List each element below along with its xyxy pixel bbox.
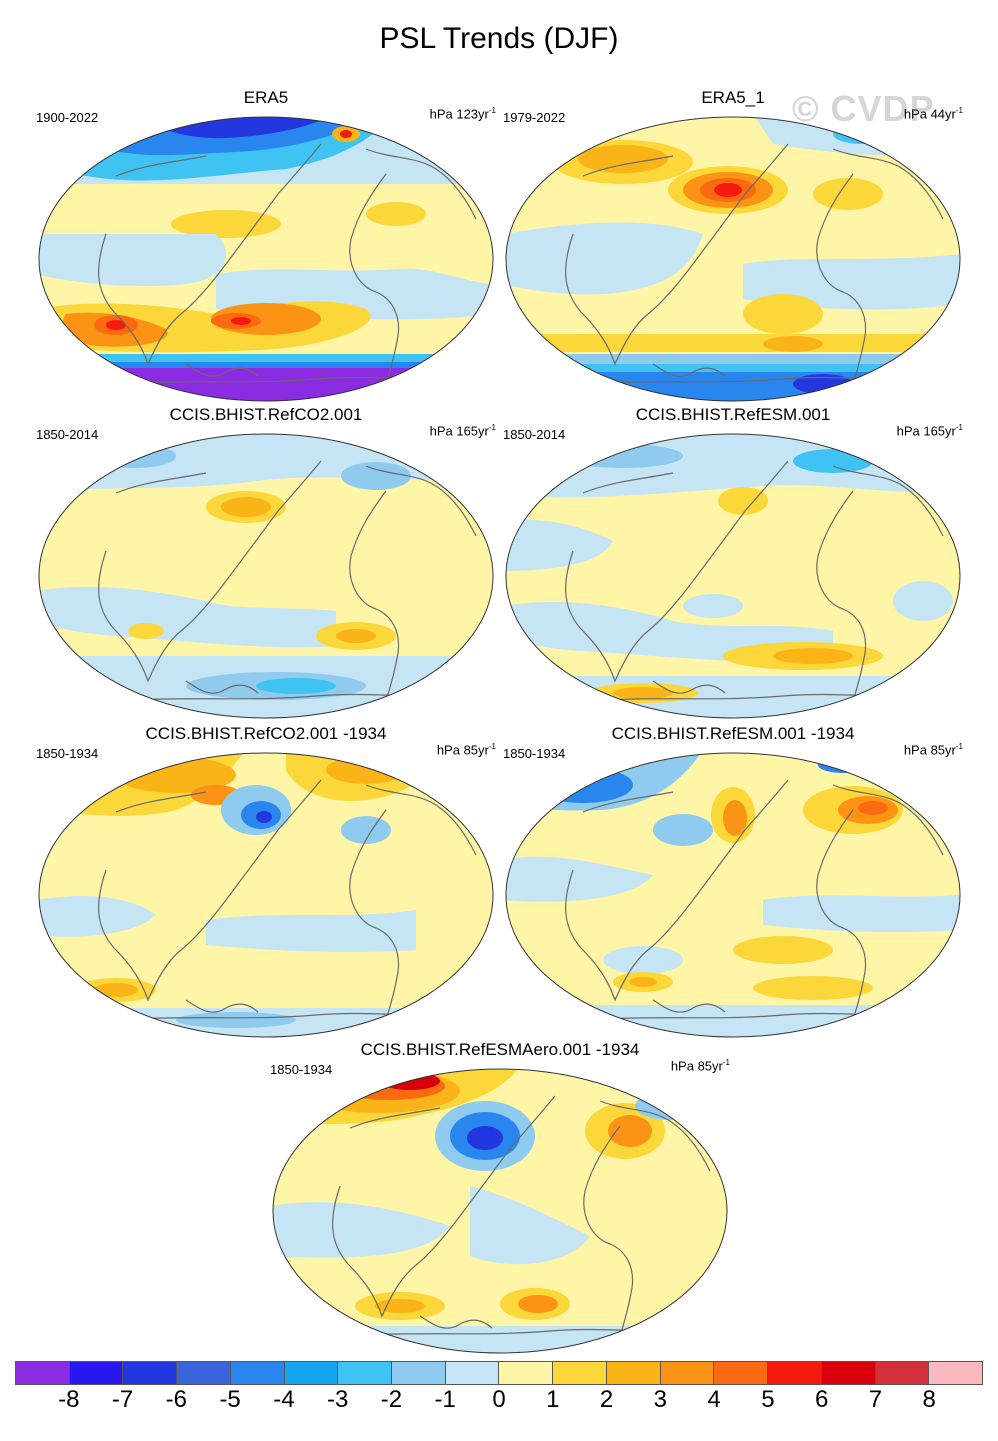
colorbar-tick-label: -4 [273,1386,295,1413]
map-panel-era5: ERA5 1900-2022 hPa 123yr-1 [36,88,496,406]
colorbar-swatch [606,1362,661,1384]
trend-map [505,752,961,1038]
colorbar-tick-label: 0 [492,1386,506,1413]
colorbar-swatch [660,1362,715,1384]
colorbar-tick-label: 4 [707,1386,721,1413]
colorbar-swatch [445,1362,500,1384]
colorbar-swatch [69,1362,124,1384]
colorbar-tick-label: -6 [165,1386,187,1413]
panel-title: CCIS.BHIST.RefESMAero.001 -1934 [360,1040,640,1059]
period-label: 1850-2014 [503,427,566,442]
panel-title: CCIS.BHIST.RefCO2.001 [169,405,363,424]
colorbar-swatch [392,1362,446,1384]
colorbar-swatch [177,1362,231,1384]
colorbar-tick-label: 1 [546,1386,560,1413]
panel-title: ERA5 [243,88,289,107]
colorbar-tick-label: 6 [814,1386,829,1413]
colorbar-tick-label: -3 [326,1386,349,1413]
colorbar-tick-label: -2 [380,1386,403,1413]
colorbar-swatch [16,1362,70,1384]
units-label: hPa 165yr-1 [896,423,963,439]
colorbar-swatch [929,1362,982,1384]
colorbar-swatch [821,1362,876,1384]
colorbar-swatch [230,1362,285,1384]
colorbar-swatch [338,1362,393,1384]
map-panel-refco2-1934: CCIS.BHIST.RefCO2.001 -1934 1850-1934 hP… [36,724,496,1042]
units-label: hPa 165yr-1 [429,423,496,439]
trend-map [505,116,961,402]
map-panel-refesmaero-1934: CCIS.BHIST.RefESMAero.001 -1934 1850-193… [270,1040,730,1358]
colorbar-swatch [553,1362,607,1384]
trend-map [272,1068,728,1354]
period-label: 1850-1934 [36,746,99,761]
figure-title: PSL Trends (DJF) [379,22,619,55]
panel-title: CCIS.BHIST.RefESM.001 [635,405,831,424]
colorbar-tick-label: 3 [653,1386,667,1413]
trend-map [38,752,494,1038]
colorbar-tick-label: 5 [761,1386,775,1413]
map-panel-era5-1: ERA5_1 1979-2022 hPa 44yr-1 [503,88,963,406]
period-label: 1850-1934 [270,1062,333,1077]
map-panel-refesm: CCIS.BHIST.RefESM.001 1850-2014 hPa 165y… [503,405,963,723]
panel-title: ERA5_1 [701,88,765,107]
period-label: 1850-2014 [36,427,99,442]
watermark: © CVDP [792,88,935,129]
colorbar-tick-label: 7 [868,1386,883,1413]
colorbar-tick-labels: -8 -7 -6 -5 -4 -3 -2 -1 0 1 2 3 4 5 6 7 8 [15,1386,983,1420]
panel-title: CCIS.BHIST.RefESM.001 -1934 [611,724,855,743]
units-label: hPa 44yr-1 [903,106,963,122]
trend-map [38,433,494,719]
units-label: hPa 85yr-1 [670,1058,730,1074]
units-label: hPa 123yr-1 [429,106,496,122]
colorbar-swatch [123,1362,178,1384]
period-label: 1900-2022 [36,110,99,125]
map-panel-refco2: CCIS.BHIST.RefCO2.001 1850-2014 hPa 165y… [36,405,496,723]
period-label: 1979-2022 [503,110,566,125]
colorbar-swatch [875,1362,930,1384]
period-label: 1850-1934 [503,746,566,761]
colorbar-tick-label: -7 [111,1386,134,1413]
panel-title: CCIS.BHIST.RefCO2.001 -1934 [145,724,387,743]
colorbar-tick-label: -8 [58,1386,80,1413]
colorbar-swatch [284,1362,339,1384]
colorbar-tick-label: 8 [922,1386,936,1413]
colorbar-swatch [499,1362,554,1384]
colorbar-swatch [768,1362,822,1384]
trend-map [38,116,494,402]
trend-map [505,433,961,719]
colorbar-tick-label: -1 [434,1386,456,1413]
colorbar-tick-label: 2 [599,1386,614,1413]
map-panel-refesm-1934: CCIS.BHIST.RefESM.001 -1934 1850-1934 hP… [503,724,963,1042]
colorbar [15,1361,983,1385]
units-label: hPa 85yr-1 [436,742,496,758]
colorbar-swatch [714,1362,769,1384]
units-label: hPa 85yr-1 [903,742,963,758]
colorbar-tick-label: -5 [219,1386,241,1413]
